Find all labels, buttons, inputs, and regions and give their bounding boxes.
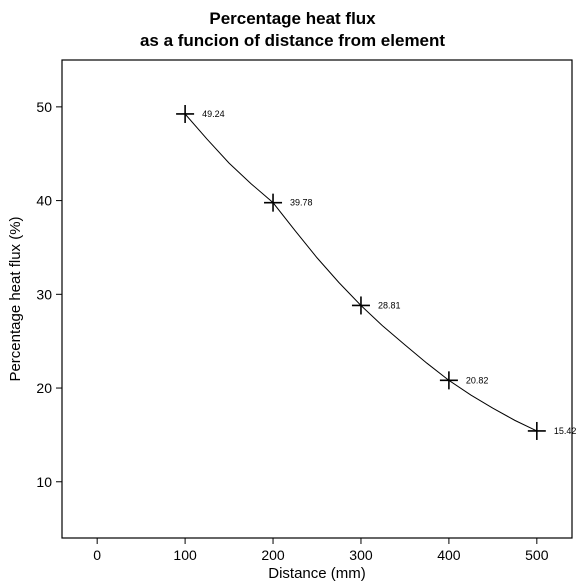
data-point: [528, 422, 546, 440]
plot-border: [62, 60, 572, 538]
chart-title-line2: as a funcion of distance from element: [140, 31, 445, 50]
point-label: 39.78: [290, 198, 313, 208]
point-label: 49.24: [202, 109, 225, 119]
chart-title-line1: Percentage heat flux: [209, 9, 376, 28]
y-tick-label: 40: [36, 193, 52, 209]
point-label: 20.82: [466, 375, 489, 385]
data-point: [176, 105, 194, 123]
x-tick-label: 500: [525, 547, 549, 563]
y-tick-label: 50: [36, 99, 52, 115]
y-tick-label: 10: [36, 474, 52, 490]
point-label: 28.81: [378, 300, 401, 310]
heat-flux-chart: Percentage heat flux as a funcion of dist…: [0, 0, 585, 586]
x-tick-label: 400: [437, 547, 461, 563]
x-tick-label: 100: [173, 547, 197, 563]
x-tick-label: 0: [93, 547, 101, 563]
point-label: 15.42: [554, 426, 577, 436]
x-axis-label: Distance (mm): [268, 565, 366, 582]
data-point: [440, 371, 458, 389]
y-axis-label: Percentage heat flux (%): [7, 216, 24, 381]
data-point: [264, 194, 282, 212]
x-tick-label: 300: [349, 547, 373, 563]
y-tick-label: 20: [36, 380, 52, 396]
x-tick-label: 200: [261, 547, 285, 563]
y-tick-label: 30: [36, 286, 52, 302]
